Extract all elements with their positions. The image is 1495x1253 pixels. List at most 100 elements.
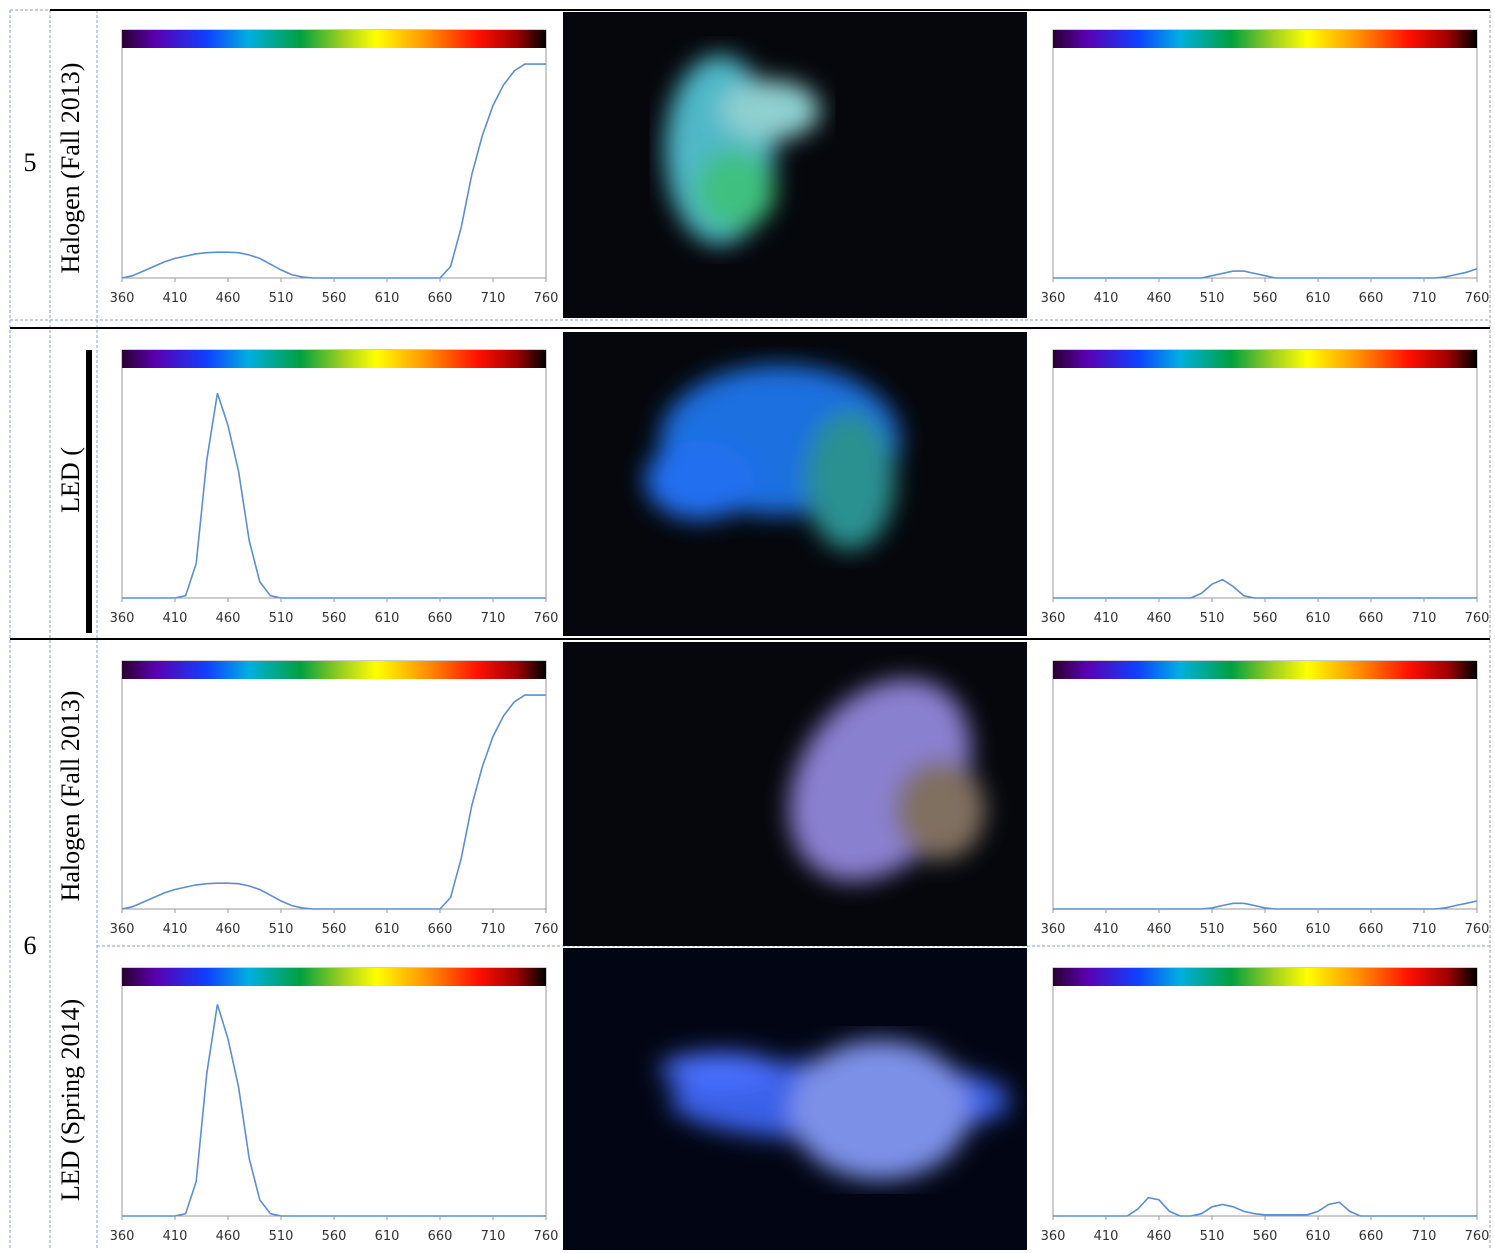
x-tick-label: 760 <box>1465 1229 1490 1244</box>
x-tick-label: 660 <box>1359 1229 1384 1244</box>
x-tick-label: 360 <box>1041 922 1066 937</box>
x-tick-label: 410 <box>163 1229 188 1244</box>
x-tick-label: 510 <box>269 1229 294 1244</box>
spectrum-bar <box>1053 968 1477 986</box>
x-tick-label: 660 <box>428 291 453 306</box>
x-tick-label: 660 <box>428 1229 453 1244</box>
x-tick-label: 760 <box>1465 922 1490 937</box>
x-tick-label: 660 <box>1359 291 1384 306</box>
x-tick-label: 360 <box>110 611 135 626</box>
plot-frame <box>121 29 547 279</box>
x-tick-label: 660 <box>428 611 453 626</box>
x-tick-label: 660 <box>1359 611 1384 626</box>
x-tick-label: 510 <box>1200 291 1225 306</box>
x-tick-label: 460 <box>1147 1229 1172 1244</box>
spectrum-bar <box>122 30 546 48</box>
x-tick-label: 760 <box>1465 611 1490 626</box>
x-tick-label: 710 <box>481 1229 506 1244</box>
spectrum-bar <box>122 968 546 986</box>
x-tick-label: 660 <box>428 922 453 937</box>
light-label: LED (Spring 2014) <box>56 999 85 1201</box>
x-tick-label: 610 <box>1306 1229 1331 1244</box>
x-tick-label: 460 <box>1147 611 1172 626</box>
light-label: Halogen (Fall 2013) <box>56 691 85 902</box>
spectrum-bar <box>122 661 546 679</box>
light-label: Halogen (Fall 2013) <box>56 63 85 274</box>
plot-frame <box>1052 660 1478 910</box>
x-tick-label: 510 <box>269 922 294 937</box>
row-number: 6 <box>24 931 37 960</box>
x-tick-label: 610 <box>375 1229 400 1244</box>
x-tick-label: 410 <box>1094 1229 1119 1244</box>
x-tick-label: 460 <box>216 1229 241 1244</box>
x-tick-label: 360 <box>110 291 135 306</box>
plot-frame <box>1052 349 1478 599</box>
x-tick-label: 710 <box>481 291 506 306</box>
x-tick-label: 710 <box>481 611 506 626</box>
x-tick-label: 710 <box>1412 1229 1437 1244</box>
x-tick-label: 560 <box>322 922 347 937</box>
x-tick-label: 460 <box>216 611 241 626</box>
x-tick-label: 410 <box>163 922 188 937</box>
x-tick-label: 560 <box>322 611 347 626</box>
x-tick-label: 510 <box>269 291 294 306</box>
x-tick-label: 560 <box>1253 291 1278 306</box>
x-tick-label: 610 <box>375 922 400 937</box>
x-tick-label: 560 <box>1253 1229 1278 1244</box>
plot-frame <box>121 349 547 599</box>
row-number: 5 <box>24 148 37 177</box>
x-tick-label: 410 <box>1094 291 1119 306</box>
x-tick-label: 710 <box>481 922 506 937</box>
x-tick-label: 660 <box>1359 922 1384 937</box>
spectrum-bar <box>1053 30 1477 48</box>
x-tick-label: 460 <box>216 922 241 937</box>
x-tick-label: 610 <box>1306 922 1331 937</box>
x-tick-label: 460 <box>1147 291 1172 306</box>
spectrum-line <box>1053 1196 1477 1217</box>
x-tick-label: 360 <box>1041 1229 1066 1244</box>
x-tick-label: 360 <box>1041 291 1066 306</box>
light-label: LED ( <box>56 447 85 513</box>
photo <box>563 12 1027 318</box>
x-tick-label: 760 <box>534 611 559 626</box>
x-tick-label: 560 <box>322 1229 347 1244</box>
x-tick-label: 760 <box>1465 291 1490 306</box>
x-tick-label: 460 <box>216 291 241 306</box>
x-tick-label: 460 <box>1147 922 1172 937</box>
x-tick-label: 710 <box>1412 922 1437 937</box>
spectrum-line <box>1053 268 1478 279</box>
x-tick-label: 410 <box>163 611 188 626</box>
plot-frame <box>1052 29 1478 279</box>
x-tick-label: 510 <box>269 611 294 626</box>
x-tick-label: 560 <box>322 291 347 306</box>
x-tick-label: 760 <box>534 922 559 937</box>
x-tick-label: 360 <box>1041 611 1066 626</box>
x-tick-label: 710 <box>1412 291 1437 306</box>
photos <box>563 12 1027 1250</box>
plot-frame <box>121 967 547 1217</box>
x-tick-label: 610 <box>1306 291 1331 306</box>
x-tick-label: 410 <box>1094 922 1119 937</box>
x-tick-label: 560 <box>1253 611 1278 626</box>
x-tick-label: 560 <box>1253 922 1278 937</box>
x-tick-label: 410 <box>1094 611 1119 626</box>
x-tick-label: 410 <box>163 291 188 306</box>
spectrum-bar <box>122 350 546 368</box>
x-tick-label: 760 <box>534 1229 559 1244</box>
x-tick-label: 510 <box>1200 1229 1225 1244</box>
x-tick-label: 760 <box>534 291 559 306</box>
plot-frame <box>1052 967 1478 1217</box>
spectrum-bar <box>1053 350 1477 368</box>
x-tick-label: 710 <box>1412 611 1437 626</box>
spectrum-bar <box>1053 661 1477 679</box>
plot-frame <box>121 660 547 910</box>
x-tick-label: 610 <box>1306 611 1331 626</box>
x-tick-label: 510 <box>1200 922 1225 937</box>
x-tick-label: 510 <box>1200 611 1225 626</box>
x-tick-label: 610 <box>375 291 400 306</box>
x-tick-label: 360 <box>110 922 135 937</box>
x-tick-label: 610 <box>375 611 400 626</box>
x-tick-label: 360 <box>110 1229 135 1244</box>
spectrum-line <box>1053 900 1478 910</box>
